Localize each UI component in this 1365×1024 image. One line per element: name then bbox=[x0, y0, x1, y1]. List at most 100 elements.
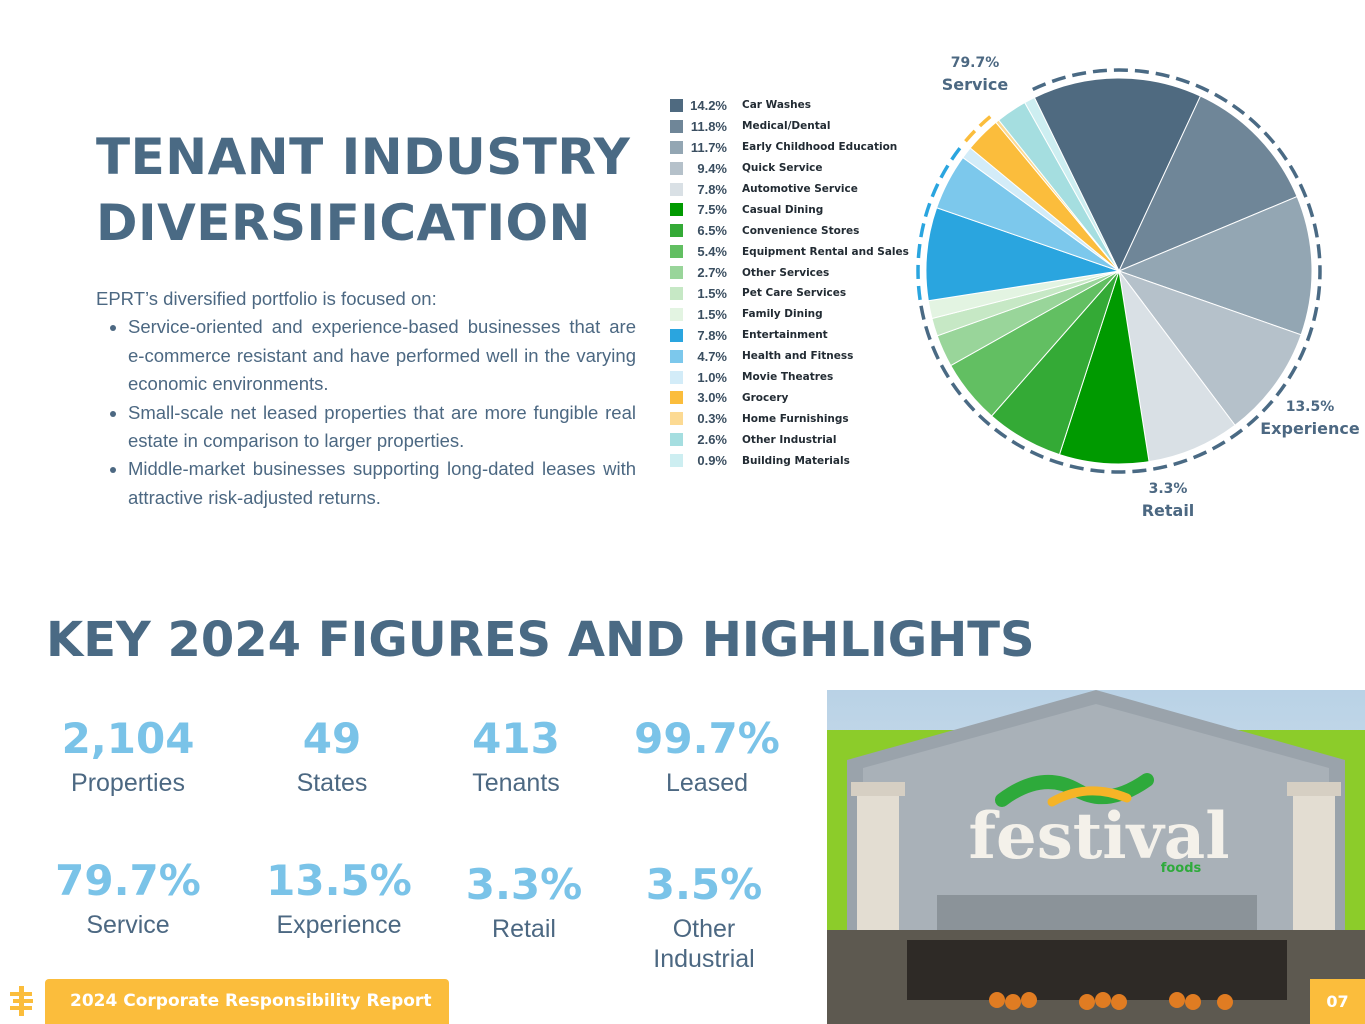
page-number: 07 bbox=[1310, 979, 1365, 1024]
legend-label: Other Industrial bbox=[742, 433, 837, 446]
focus-bullet: Service-oriented and experience-based bu… bbox=[128, 313, 636, 398]
legend-entry: 9.4% Quick Service bbox=[670, 158, 909, 179]
legend-percentage: 14.2% bbox=[690, 97, 727, 113]
legend-swatch bbox=[670, 433, 683, 447]
group-dashed-arc bbox=[919, 68, 1322, 474]
legend-entry: 14.2% Car Washes bbox=[670, 95, 909, 116]
group-label-name: Service bbox=[941, 75, 1009, 94]
figure-label: Retail bbox=[492, 915, 556, 943]
group-label-experience: 13.5% Experience bbox=[1260, 396, 1360, 440]
legend-entry: 6.5% Convenience Stores bbox=[670, 220, 909, 241]
group-label-pct: 13.5% bbox=[1285, 399, 1335, 415]
legend-swatch bbox=[670, 161, 683, 175]
legend-swatch bbox=[670, 140, 683, 154]
group-label-name: Retail bbox=[1141, 501, 1195, 520]
chart-legend: 14.2% Car Washes 11.8% Medical/Dental 11.7% E… bbox=[670, 95, 909, 471]
group-label-pct: 3.3% bbox=[1148, 481, 1188, 497]
legend-entry: 11.7% Early Childhood Education bbox=[670, 137, 909, 158]
pie-slice bbox=[1117, 269, 1302, 426]
figure-states: 49 States bbox=[242, 712, 422, 798]
legend-label: Home Furnishings bbox=[742, 412, 849, 425]
figure-value: 3.5% bbox=[645, 860, 763, 909]
legend-label: Early Childhood Education bbox=[742, 141, 898, 154]
focus-bullet: Middle-market businesses supporting long… bbox=[128, 455, 636, 512]
legend-percentage: 7.8% bbox=[697, 327, 727, 343]
legend-entry: 7.8% Entertainment bbox=[670, 325, 909, 346]
intro-text: EPRT’s diversified portfolio is focused … bbox=[96, 288, 437, 309]
legend-percentage: 7.5% bbox=[697, 202, 727, 218]
legend-percentage: 6.5% bbox=[697, 223, 727, 239]
figure-properties: 2,104 Properties bbox=[38, 712, 218, 798]
legend-entry: 11.8% Medical/Dental bbox=[670, 116, 909, 137]
legend-entry: 2.6% Other Industrial bbox=[670, 429, 909, 450]
legend-swatch bbox=[670, 119, 683, 133]
section-title: TENANT INDUSTRY DIVERSIFICATION bbox=[96, 124, 630, 256]
portfolio-description: EPRT’s diversified portfolio is focused … bbox=[96, 285, 636, 512]
figure-value: 413 bbox=[472, 714, 560, 763]
legend-percentage: 3.0% bbox=[697, 390, 727, 406]
legend-entry: 0.3% Home Furnishings bbox=[670, 408, 909, 429]
figure-label: Properties bbox=[71, 769, 185, 797]
legend-label: Equipment Rental and Sales bbox=[742, 245, 909, 258]
figure-tenants: 413 Tenants bbox=[426, 712, 606, 798]
figure-label: Service bbox=[86, 911, 170, 939]
legend-label: Convenience Stores bbox=[742, 224, 860, 237]
legend-entry: 7.8% Automotive Service bbox=[670, 179, 909, 200]
figure-label: States bbox=[296, 769, 368, 797]
group-dashed-arc bbox=[964, 113, 994, 143]
legend-label: Medical/Dental bbox=[742, 120, 831, 133]
figure-other-industrial: 3.5% Other Industrial bbox=[614, 858, 794, 974]
legend-label: Quick Service bbox=[742, 162, 823, 175]
pie-slice bbox=[1118, 95, 1298, 272]
legend-swatch bbox=[670, 454, 683, 468]
legend-label: Building Materials bbox=[742, 454, 850, 467]
legend-swatch bbox=[670, 286, 683, 300]
focus-bullet: Small-scale net leased properties that a… bbox=[128, 399, 636, 456]
legend-swatch bbox=[670, 391, 683, 405]
report-title-tab: 2024 Corporate Responsibility Report bbox=[45, 979, 449, 1024]
figure-value: 79.7% bbox=[55, 856, 201, 905]
legend-label: Family Dining bbox=[742, 308, 823, 321]
legend-entry: 3.0% Grocery bbox=[670, 387, 909, 408]
legend-entry: 7.5% Casual Dining bbox=[670, 199, 909, 220]
legend-label: Car Washes bbox=[742, 99, 812, 112]
legend-percentage: 1.0% bbox=[697, 369, 727, 385]
figure-label: Tenants bbox=[472, 769, 560, 797]
pie-slice bbox=[1033, 77, 1202, 273]
legend-label: Automotive Service bbox=[742, 183, 858, 195]
figure-leased: 99.7% Leased bbox=[617, 712, 797, 798]
legend-swatch bbox=[670, 328, 683, 342]
storefront-sign-subtext: foods bbox=[1161, 861, 1202, 876]
group-label-service: 79.7% Service bbox=[930, 52, 1020, 96]
figure-label: Other bbox=[672, 915, 736, 943]
focus-bullet-list: Service-oriented and experience-based bu… bbox=[96, 313, 636, 512]
legend-swatch bbox=[670, 349, 683, 363]
figure-value: 49 bbox=[302, 714, 362, 763]
figure-label: Industrial bbox=[653, 945, 755, 973]
legend-percentage: 0.9% bbox=[697, 453, 727, 469]
storefront-photo: festival foods bbox=[827, 690, 1365, 1024]
legend-entry: 4.7% Health and Fitness bbox=[670, 346, 909, 367]
section-title-line-1: TENANT INDUSTRY bbox=[96, 128, 631, 186]
pie-slice bbox=[1024, 96, 1120, 272]
figure-value: 2,104 bbox=[61, 714, 195, 763]
legend-percentage: 1.5% bbox=[697, 285, 727, 301]
legend-label: Movie Theatres bbox=[742, 371, 834, 384]
figure-value: 3.3% bbox=[465, 860, 583, 909]
legend-percentage: 1.5% bbox=[697, 306, 727, 322]
storefront-illustration: festival foods bbox=[827, 690, 1365, 1024]
figure-label: Experience bbox=[276, 911, 402, 939]
pie-slice bbox=[925, 207, 1120, 302]
figure-value: 99.7% bbox=[634, 714, 780, 763]
legend-label: Health and Fitness bbox=[742, 350, 854, 363]
legend-label: Other Services bbox=[742, 266, 830, 279]
section-title-line-2: DIVERSIFICATION bbox=[96, 194, 591, 252]
figure-service: 79.7% Service bbox=[38, 854, 218, 940]
legend-entry: 0.9% Building Materials bbox=[670, 450, 909, 471]
legend-percentage: 5.4% bbox=[697, 244, 727, 260]
legend-percentage: 4.7% bbox=[697, 348, 727, 364]
legend-swatch bbox=[670, 307, 683, 321]
group-label-name: Experience bbox=[1260, 419, 1360, 438]
highlights-title: KEY 2024 FIGURES AND HIGHLIGHTS bbox=[46, 612, 1035, 668]
legend-label: Grocery bbox=[742, 391, 789, 404]
